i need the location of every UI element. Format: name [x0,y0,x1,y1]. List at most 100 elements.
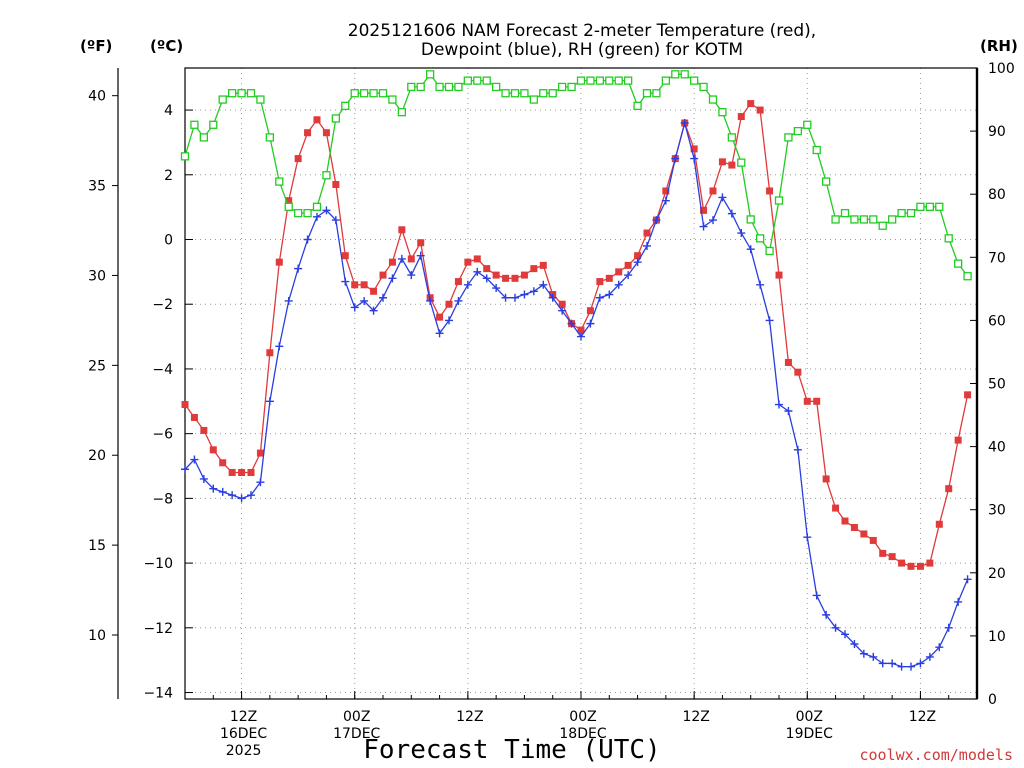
rh-point [813,147,820,154]
rh-tick-label: 50 [988,377,1006,393]
rh-point [380,90,387,97]
rh-tick-label: 70 [988,250,1006,266]
rh-point [889,216,896,223]
temperature-point [813,398,820,405]
temperature-point [229,469,236,476]
rh-point [794,128,801,135]
dewpoint-point [388,274,396,282]
rh-point [945,235,952,242]
temperature-point [832,505,839,512]
dewpoint-point [530,287,538,295]
temperature-point [540,262,547,269]
fahrenheit-unit-label: (ºF) [80,37,112,55]
rh-point [644,90,651,97]
temperature-point [502,275,509,282]
rh-point [747,216,754,223]
rh-point [766,247,773,254]
x-axis-label: Forecast Time (UTC) [363,735,660,765]
rh-point [625,77,632,84]
temperature-point [408,255,415,262]
dewpoint-point [294,265,302,273]
temperature-point [879,550,886,557]
temperature-point [342,252,349,259]
temperature-point [728,162,735,169]
dewpoint-point [596,294,604,302]
rh-point [719,109,726,116]
rh-point [389,96,396,103]
dewpoint-point [964,575,972,583]
rh-point [530,96,537,103]
temperature-point [889,553,896,560]
temperature-point [719,158,726,165]
rh-point [926,203,933,210]
temperature-point [964,391,971,398]
celsius-tick-label: −8 [152,491,173,507]
temperature-point [436,314,443,321]
dewpoint-point [398,255,406,263]
rh-point [191,121,198,128]
rh-point [417,83,424,90]
temperature-point [238,469,245,476]
temperature-point [323,129,330,136]
x-tick-label: 16DEC [220,726,267,742]
rh-tick-label: 30 [988,503,1006,519]
rh-point [728,134,735,141]
chart-subtitle: Dewpoint (blue), RH (green) for KOTM [421,40,743,60]
rh-point [662,77,669,84]
temperature-point [823,475,830,482]
fahrenheit-tick-label: 20 [88,448,106,464]
temperature-point [191,414,198,421]
rh-point [606,77,613,84]
temperature-point [747,100,754,107]
rh-point [285,203,292,210]
rh-point [823,178,830,185]
temperature-point [870,537,877,544]
rh-point [464,77,471,84]
rh-point [257,96,264,103]
celsius-tick-label: −10 [143,556,173,572]
temperature-point [370,288,377,295]
dewpoint-point [794,446,802,454]
rh-point [596,77,603,84]
x-tick-label: 12Z [230,709,257,725]
temperature-point [644,230,651,237]
temperature-point [757,107,764,114]
temperature-point [464,259,471,266]
temperature-point [851,524,858,531]
rh-point [210,121,217,128]
rh-point [568,83,575,90]
dewpoint-point [898,663,906,671]
dewpoint-point [709,216,717,224]
temperature-point [398,226,405,233]
temperature-point [248,469,255,476]
rh-point [776,197,783,204]
rh-tick-label: 10 [988,629,1006,645]
rh-point [493,83,500,90]
dewpoint-point [954,598,962,606]
celsius-tick-label: 0 [164,233,173,249]
celsius-tick-label: 4 [164,103,173,119]
dewpoint-point [737,229,745,237]
dewpoint-point [747,245,755,253]
temperature-point [446,301,453,308]
rh-point [266,134,273,141]
rh-point [653,90,660,97]
rh-point [672,71,679,78]
rh-point [182,153,189,160]
temperature-point [417,239,424,246]
temperature-point [200,427,207,434]
dewpoint-point [945,624,953,632]
rh-point [870,216,877,223]
x-tick-label: 12Z [909,709,936,725]
fahrenheit-tick-label: 10 [88,628,106,644]
celsius-tick-label: −6 [152,427,173,443]
rh-tick-label: 90 [988,124,1006,140]
temperature-point [945,485,952,492]
dewpoint-point [766,316,774,324]
temperature-point [794,369,801,376]
dewpoint-point [219,488,227,496]
rh-point [436,83,443,90]
temperature-line [185,104,968,567]
rh-point [342,102,349,109]
rh-point [700,83,707,90]
